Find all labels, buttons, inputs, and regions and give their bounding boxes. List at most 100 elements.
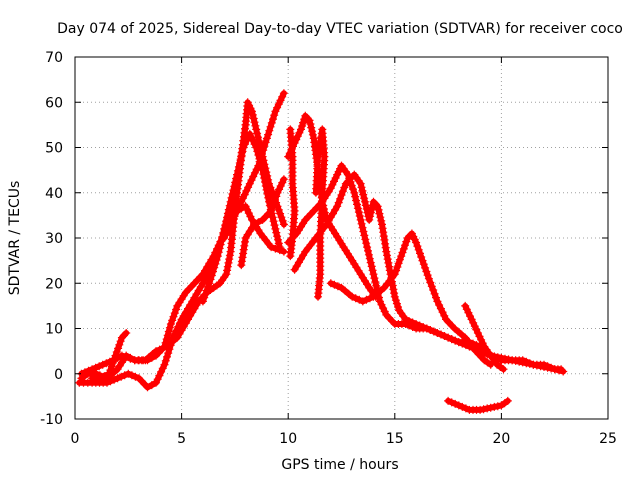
data-point (357, 219, 366, 228)
data-point (245, 179, 254, 188)
data-point (418, 256, 427, 265)
data-point (235, 201, 244, 210)
data-point (264, 193, 273, 202)
data-point (330, 280, 339, 289)
data-point (371, 278, 380, 286)
data-point (399, 244, 408, 253)
data-point (424, 274, 433, 283)
data-point (427, 282, 436, 291)
data-point (384, 258, 393, 267)
data-point (473, 329, 482, 337)
data-point (225, 255, 234, 264)
data-point (160, 360, 169, 369)
data-point (274, 100, 283, 109)
data-point (351, 294, 360, 303)
data-point (274, 239, 283, 248)
data-point (447, 398, 456, 407)
data-point (236, 155, 245, 164)
data-point (245, 129, 254, 138)
data-point (223, 226, 232, 235)
data-point (461, 301, 470, 310)
data-point (223, 213, 231, 222)
x-tick-label: 25 (599, 431, 617, 447)
data-point (389, 285, 398, 294)
data-point (405, 317, 413, 325)
data-point (258, 150, 266, 158)
data-point (347, 181, 356, 190)
data-point (350, 188, 359, 197)
data-point (392, 299, 401, 308)
data-point (260, 174, 269, 182)
data-point (331, 174, 340, 182)
data-point (91, 363, 100, 372)
x-tick-label: 0 (71, 431, 80, 447)
data-point (223, 262, 232, 271)
data-point (92, 369, 101, 378)
data-point (269, 217, 278, 226)
data-point (451, 336, 460, 345)
data-point (243, 205, 252, 214)
data-point (426, 278, 435, 287)
data-point (525, 359, 534, 368)
data-point (477, 335, 486, 344)
data-point (412, 320, 421, 328)
x-tick-label: 15 (386, 431, 404, 447)
data-point (390, 270, 399, 279)
data-point (272, 192, 281, 201)
data-point (479, 405, 488, 414)
data-point (117, 372, 126, 381)
data-point (433, 329, 442, 337)
data-point (340, 183, 349, 192)
data-point (311, 188, 320, 197)
data-point (170, 309, 179, 318)
data-point (276, 209, 285, 218)
data-point (269, 199, 278, 208)
data-point (358, 297, 367, 306)
data-point (390, 292, 399, 301)
data-point (470, 322, 479, 331)
data-point (252, 165, 261, 174)
data-point (276, 182, 285, 190)
data-point (249, 136, 257, 145)
data-point (366, 258, 375, 267)
series-arc-14 (461, 301, 508, 374)
data-point (242, 186, 251, 195)
data-point (365, 294, 374, 303)
data-point (461, 404, 470, 413)
data-point (336, 194, 345, 203)
data-point (273, 232, 282, 241)
data-point (225, 201, 234, 210)
data-point (264, 130, 273, 139)
data-point (261, 182, 270, 190)
data-point (114, 344, 123, 353)
data-point (267, 206, 276, 215)
series-arc-10 (290, 170, 566, 374)
data-point (435, 301, 444, 309)
data-point (557, 365, 566, 374)
data-point (251, 121, 260, 130)
data-point (223, 266, 232, 275)
data-point (380, 235, 389, 244)
data-point (466, 312, 474, 321)
data-point (222, 217, 231, 226)
series-arc-13 (286, 125, 299, 261)
data-point (164, 327, 173, 336)
data-point (438, 308, 447, 317)
data-point (234, 162, 243, 171)
data-point (238, 147, 247, 156)
data-point (522, 357, 531, 366)
data-point (333, 202, 342, 211)
data-point (467, 315, 476, 324)
y-tick-label: 60 (45, 95, 63, 111)
data-point (271, 224, 280, 233)
data-point (359, 190, 368, 199)
data-point (240, 241, 249, 250)
data-point (198, 297, 207, 306)
data-point (383, 255, 392, 264)
data-point (429, 286, 438, 294)
data-point (388, 281, 397, 290)
data-point (267, 243, 276, 252)
data-point (356, 179, 365, 188)
data-series (75, 89, 568, 414)
data-point (394, 303, 402, 311)
